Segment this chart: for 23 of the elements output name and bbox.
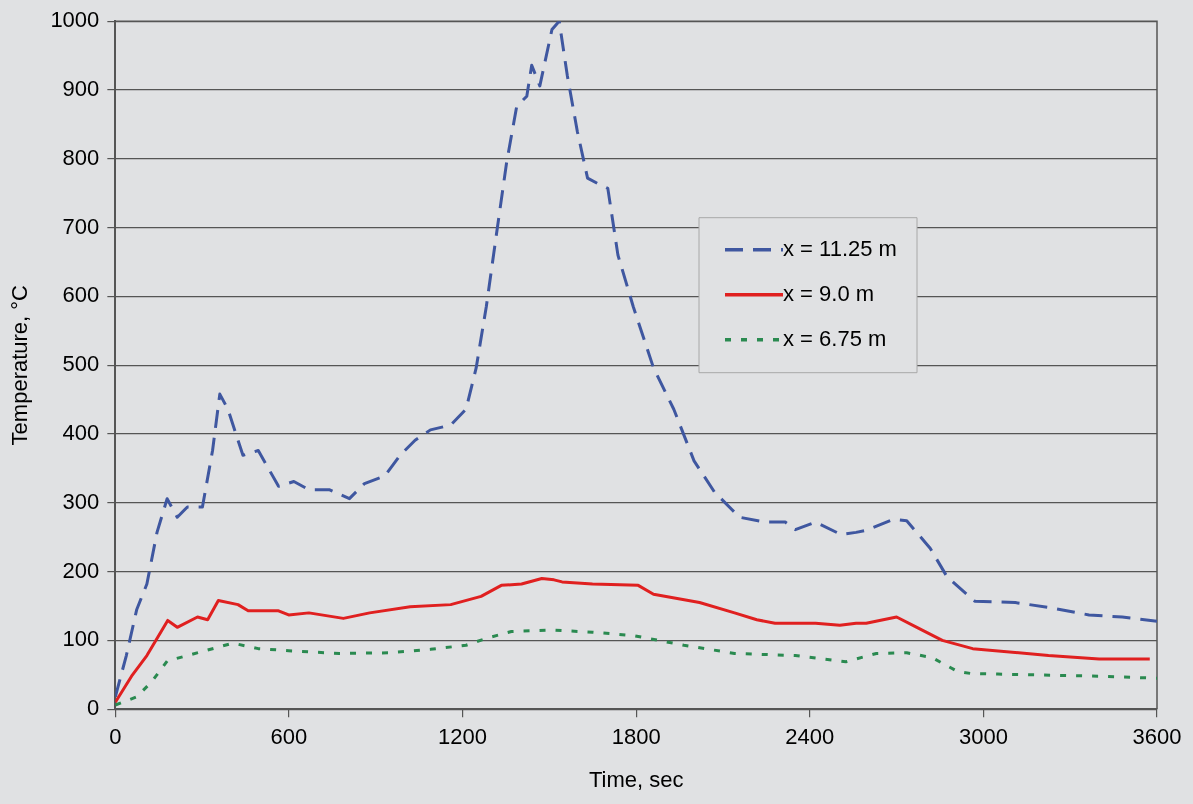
x-tick-label: 3600 — [1132, 724, 1182, 750]
x-tick-label: 600 — [270, 724, 308, 750]
legend-label: x = 6.75 m — [783, 325, 887, 351]
y-tick-label: 700 — [62, 213, 100, 239]
y-tick-label: 0 — [87, 695, 100, 721]
y-axis-title: Temperature, °C — [7, 284, 33, 446]
y-tick-label: 600 — [62, 282, 100, 308]
legend-label: x = 9.0 m — [783, 280, 875, 306]
x-tick-label: 1200 — [438, 724, 488, 750]
y-tick-label: 1000 — [50, 7, 100, 33]
y-tick-label: 900 — [62, 76, 100, 102]
y-tick-label: 200 — [62, 557, 100, 583]
x-tick-label: 3000 — [958, 724, 1008, 750]
x-tick-label: 2400 — [785, 724, 835, 750]
x-tick-label: 0 — [109, 724, 122, 750]
y-tick-label: 100 — [62, 626, 100, 652]
y-tick-label: 800 — [62, 144, 100, 170]
legend-label: x = 11.25 m — [783, 235, 897, 261]
x-axis-title: Time, sec — [588, 766, 684, 792]
y-tick-label: 300 — [62, 488, 100, 514]
x-tick-label: 1800 — [611, 724, 661, 750]
y-tick-label: 400 — [62, 420, 100, 446]
y-tick-label: 500 — [62, 351, 100, 377]
